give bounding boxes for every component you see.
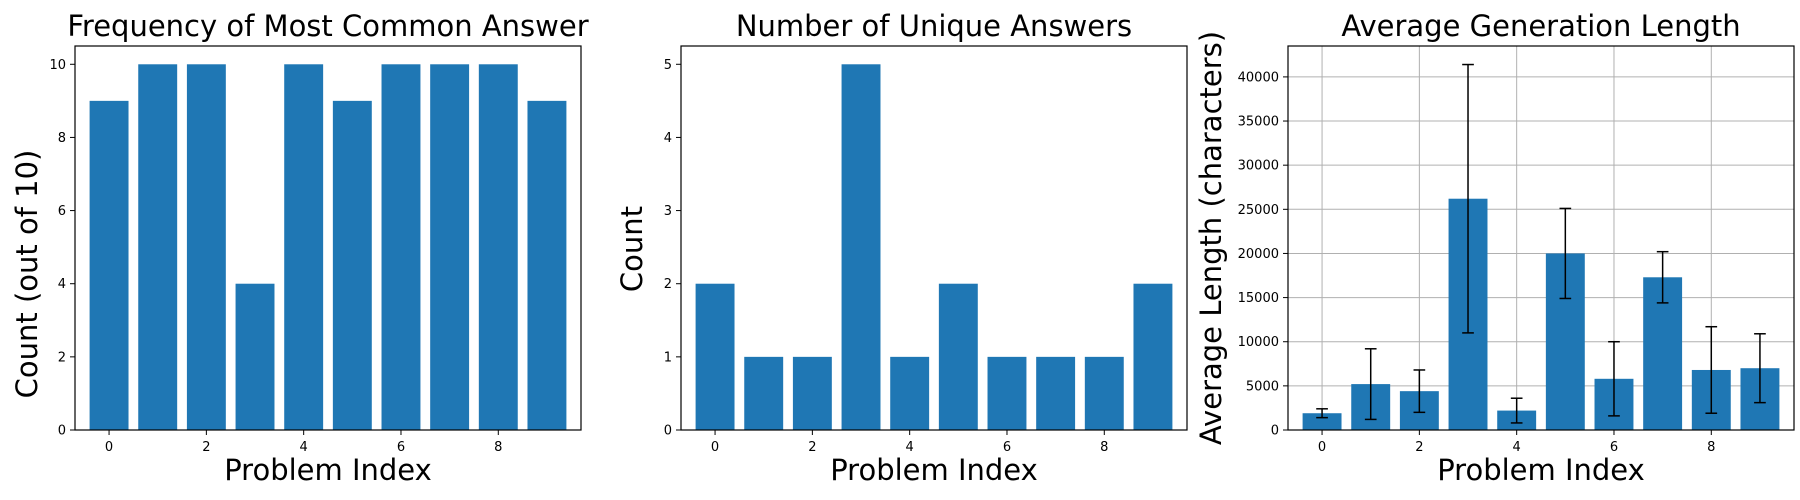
bar [1302, 413, 1342, 430]
x-tick-label: 0 [105, 440, 113, 455]
bar [430, 64, 470, 431]
chart-panel-generation-length: 0 2 4 6 8 0 5000 10000 15000 20000 25000 30000 35000… [1194, 9, 1795, 487]
bar [478, 64, 518, 431]
axes-frame [680, 45, 1188, 431]
y-tick-label: 35000 [1238, 115, 1279, 130]
y-tick-label: 5 [664, 58, 672, 73]
bar [1133, 283, 1173, 430]
y-tick-label: 0 [1271, 424, 1279, 439]
bar [695, 283, 735, 430]
bar [89, 100, 129, 430]
bar [890, 356, 930, 430]
plot-area: 0 2 4 6 8 0 2 4 6 8 10 [49, 45, 582, 455]
x-tick-label: 4 [1513, 440, 1521, 455]
bar [1084, 356, 1124, 430]
x-tick-label: 2 [808, 440, 816, 455]
bar [186, 64, 226, 431]
bar [138, 64, 178, 431]
y-axis-label: Count [615, 206, 649, 292]
x-axis-label: Problem Index [830, 453, 1038, 487]
x-axis-label: Problem Index [224, 453, 432, 487]
axes-frame [1287, 45, 1795, 431]
y-tick-label: 8 [58, 131, 66, 146]
y-tick-label: 4 [664, 131, 672, 146]
y-tick-label: 2 [58, 350, 66, 365]
x-tick-label: 8 [494, 440, 502, 455]
x-tick-label: 6 [1003, 440, 1011, 455]
y-axis-label: Count (out of 10) [10, 150, 44, 399]
bar [235, 283, 275, 430]
x-tick-label: 0 [711, 440, 719, 455]
bar [381, 64, 421, 431]
x-tick-label: 8 [1100, 440, 1108, 455]
plot-area: 0 2 4 6 8 0 1 2 3 4 5 [664, 45, 1188, 455]
x-axis-label: Problem Index [1437, 453, 1645, 487]
bar [1036, 356, 1076, 430]
bar [527, 100, 567, 430]
bar [284, 64, 324, 431]
chart-title: Average Generation Length [1341, 9, 1740, 43]
y-tick-label: 15000 [1238, 291, 1279, 306]
x-tick-label: 4 [906, 440, 914, 455]
y-tick-label: 1 [664, 350, 672, 365]
x-tick-label: 0 [1318, 440, 1326, 455]
chart-title: Frequency of Most Common Answer [67, 9, 588, 43]
y-tick-label: 10 [49, 58, 66, 73]
y-tick-label: 25000 [1238, 203, 1279, 218]
bar [841, 64, 881, 431]
chart-title: Number of Unique Answers [736, 9, 1132, 43]
y-axis-label: Average Length (characters) [1194, 31, 1228, 445]
y-tick-label: 3 [664, 204, 672, 219]
y-tick-label: 20000 [1238, 247, 1279, 262]
bar [744, 356, 784, 430]
y-tick-label: 0 [58, 424, 66, 439]
plot-area: 0 2 4 6 8 0 5000 10000 15000 20000 25000 30000 35000… [1238, 45, 1795, 455]
chart-panel-most-common-frequency: 0 2 4 6 8 0 2 4 6 8 10 Frequency of Most Common An… [10, 9, 589, 487]
bar [332, 100, 372, 430]
bar [792, 356, 832, 430]
y-tick-label: 10000 [1238, 335, 1279, 350]
y-tick-label: 2 [664, 277, 672, 292]
y-tick-label: 6 [58, 204, 66, 219]
y-tick-label: 30000 [1238, 159, 1279, 174]
y-tick-label: 4 [58, 277, 66, 292]
axes-frame [74, 45, 582, 431]
x-tick-label: 8 [1707, 440, 1715, 455]
chart-panel-unique-answers: 0 2 4 6 8 0 1 2 3 4 5 Number of Unique Answers Pro… [615, 9, 1188, 487]
x-tick-label: 6 [397, 440, 405, 455]
x-tick-label: 6 [1610, 440, 1618, 455]
bar [938, 283, 978, 430]
x-tick-label: 2 [202, 440, 210, 455]
bar [987, 356, 1027, 430]
y-tick-label: 40000 [1238, 70, 1279, 85]
x-tick-label: 2 [1415, 440, 1423, 455]
y-tick-label: 0 [664, 424, 672, 439]
y-tick-label: 5000 [1246, 379, 1279, 394]
x-tick-label: 4 [300, 440, 308, 455]
